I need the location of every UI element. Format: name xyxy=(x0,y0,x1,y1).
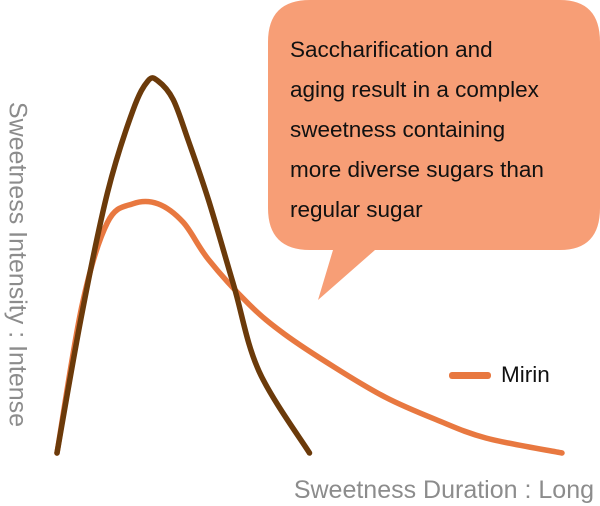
annotation-text: Saccharification and aging result in a c… xyxy=(290,30,595,230)
series-lines xyxy=(54,75,565,456)
legend: Mirin xyxy=(449,360,550,390)
annotation-line: regular sugar xyxy=(290,197,423,222)
annotation-line: aging result in a complex xyxy=(290,77,539,102)
x-axis-label: Sweetness Duration : Long xyxy=(293,476,594,504)
annotation-line: more diverse sugars than xyxy=(290,157,544,182)
series-line-mirin xyxy=(54,198,565,456)
speech-bubble xyxy=(268,0,600,300)
annotation-line: sweetness containing xyxy=(290,117,506,142)
y-axis-label: Sweetness Intensity : Intense xyxy=(3,101,32,428)
annotation-line: Saccharification and xyxy=(290,37,493,62)
legend-label-mirin: Mirin xyxy=(501,362,550,387)
annotation-bubble xyxy=(268,0,600,300)
series-line-regular-sugar xyxy=(54,75,313,456)
legend-swatch-mirin xyxy=(449,371,491,379)
